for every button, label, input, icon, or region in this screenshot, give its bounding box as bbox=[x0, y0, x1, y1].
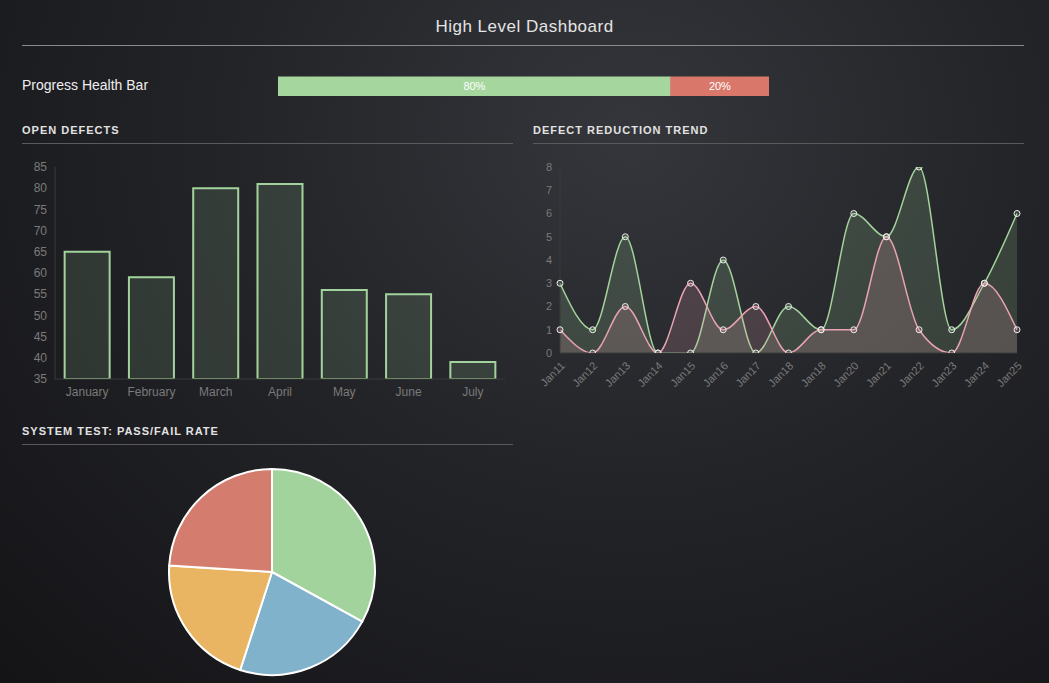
svg-text:65: 65 bbox=[34, 245, 48, 259]
svg-text:Jan20: Jan20 bbox=[831, 359, 861, 389]
svg-text:80%: 80% bbox=[463, 80, 485, 92]
svg-text:March: March bbox=[199, 385, 232, 399]
svg-text:45: 45 bbox=[34, 330, 48, 344]
svg-text:Jan18: Jan18 bbox=[766, 359, 796, 389]
svg-text:0: 0 bbox=[546, 347, 552, 359]
svg-text:May: May bbox=[333, 385, 356, 399]
svg-text:2: 2 bbox=[546, 300, 552, 312]
svg-text:Jan11: Jan11 bbox=[538, 359, 567, 388]
svg-text:5: 5 bbox=[546, 231, 552, 243]
svg-text:8: 8 bbox=[546, 161, 552, 173]
html-text:DEFECT REDUCTION TREND: DEFECT REDUCTION TREND bbox=[533, 124, 709, 136]
svg-text:Jan17: Jan17 bbox=[733, 359, 763, 389]
svg-text:Jan12: Jan12 bbox=[570, 359, 600, 389]
svg-text:60: 60 bbox=[34, 266, 48, 280]
svg-text:Jan21: Jan21 bbox=[864, 359, 894, 389]
svg-text:35: 35 bbox=[34, 372, 48, 386]
svg-text:July: July bbox=[462, 385, 483, 399]
svg-text:Jan24: Jan24 bbox=[962, 359, 992, 389]
html-text:OPEN DEFECTS: OPEN DEFECTS bbox=[22, 124, 120, 136]
svg-text:7: 7 bbox=[546, 184, 552, 196]
svg-text:Jan13: Jan13 bbox=[603, 359, 633, 389]
svg-text:Jan15: Jan15 bbox=[668, 359, 698, 389]
svg-text:6: 6 bbox=[546, 207, 552, 219]
svg-text:June: June bbox=[396, 385, 422, 399]
svg-text:55: 55 bbox=[34, 287, 48, 301]
svg-text:75: 75 bbox=[34, 203, 48, 217]
svg-text:80: 80 bbox=[34, 181, 48, 195]
svg-text:70: 70 bbox=[34, 224, 48, 238]
svg-text:April: April bbox=[268, 385, 292, 399]
svg-text:January: January bbox=[66, 385, 109, 399]
html-text:SYSTEM TEST: PASS/FAIL RATE: SYSTEM TEST: PASS/FAIL RATE bbox=[22, 425, 219, 437]
html-text:Progress Health Bar: Progress Health Bar bbox=[22, 77, 149, 93]
svg-text:40: 40 bbox=[34, 351, 48, 365]
svg-text:Jan25: Jan25 bbox=[994, 359, 1024, 389]
svg-text:4: 4 bbox=[546, 254, 552, 266]
svg-text:Jan22: Jan22 bbox=[896, 359, 926, 389]
svg-text:85: 85 bbox=[34, 160, 48, 174]
svg-text:50: 50 bbox=[34, 309, 48, 323]
svg-text:Jan16: Jan16 bbox=[700, 359, 730, 389]
svg-text:3: 3 bbox=[546, 277, 552, 289]
svg-text:20%: 20% bbox=[709, 80, 731, 92]
svg-text:Jan14: Jan14 bbox=[635, 359, 665, 389]
svg-text:February: February bbox=[127, 385, 175, 399]
svg-text:Jan18: Jan18 bbox=[798, 359, 828, 389]
svg-text:Jan23: Jan23 bbox=[929, 359, 959, 389]
svg-text:1: 1 bbox=[546, 324, 552, 336]
html-text:High Level Dashboard: High Level Dashboard bbox=[435, 17, 614, 36]
